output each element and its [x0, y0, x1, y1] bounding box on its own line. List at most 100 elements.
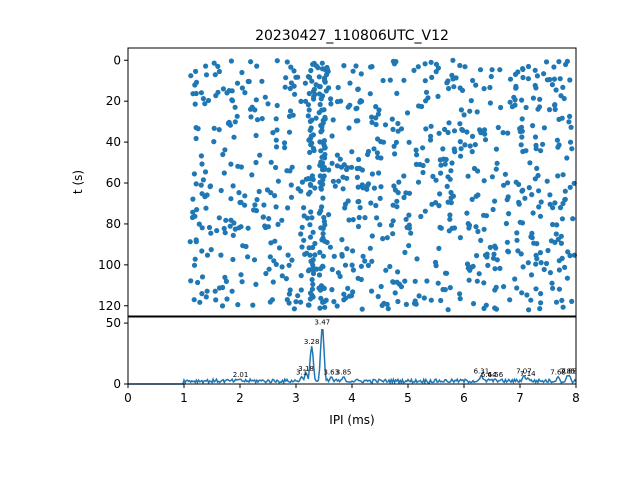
raster-point	[385, 306, 391, 312]
raster-point	[206, 224, 213, 231]
raster-point	[288, 182, 294, 188]
raster-point	[250, 302, 256, 308]
raster-point	[338, 164, 345, 170]
raster-point	[324, 66, 330, 72]
raster-point	[346, 217, 352, 223]
raster-point	[312, 91, 318, 97]
raster-point	[543, 59, 550, 65]
raster-point	[373, 104, 379, 110]
peak-label: 7.88	[561, 367, 577, 375]
raster-point	[367, 91, 373, 97]
raster-point	[504, 239, 510, 245]
raster-point	[222, 274, 228, 280]
raster-point	[199, 291, 205, 297]
raster-point	[544, 178, 550, 184]
raster-point	[478, 130, 484, 136]
raster-point	[376, 107, 382, 113]
raster-point	[265, 101, 271, 107]
raster-point	[533, 286, 539, 292]
raster-point	[196, 221, 202, 227]
raster-point	[518, 142, 524, 148]
raster-point	[451, 84, 457, 90]
raster-point	[319, 139, 325, 145]
raster-point	[464, 261, 471, 267]
raster-point	[291, 83, 297, 89]
raster-point	[307, 189, 313, 195]
raster-point	[519, 116, 525, 122]
raster-point	[437, 191, 443, 197]
raster-point	[423, 126, 429, 132]
raster-point	[470, 263, 476, 269]
raster-point	[442, 270, 449, 276]
raster-point	[481, 178, 487, 184]
raster-point	[321, 164, 327, 170]
raster-point	[281, 140, 288, 146]
histogram-x-tick-label: 3	[292, 391, 300, 405]
peak-label: 6.44	[481, 371, 497, 379]
raster-y-tick-label: 40	[106, 135, 121, 149]
raster-point	[229, 288, 235, 294]
raster-point	[556, 286, 563, 292]
raster-point	[311, 147, 317, 154]
raster-point	[375, 111, 381, 117]
raster-point	[458, 146, 464, 152]
raster-point	[464, 129, 470, 135]
raster-point	[326, 212, 332, 218]
raster-point	[418, 213, 424, 220]
raster-point	[467, 143, 473, 149]
raster-point	[495, 124, 501, 131]
raster-point	[512, 276, 518, 282]
raster-point	[442, 287, 448, 293]
raster-point	[329, 266, 335, 273]
raster-point	[239, 85, 245, 91]
raster-point	[279, 217, 285, 223]
raster-point	[493, 245, 499, 251]
raster-point	[369, 258, 375, 264]
raster-point	[530, 123, 536, 129]
raster-point	[538, 260, 544, 266]
raster-point	[305, 102, 311, 108]
raster-point	[540, 141, 546, 147]
raster-point	[519, 97, 525, 103]
raster-point	[279, 264, 285, 270]
raster-point	[274, 58, 280, 64]
raster-point	[537, 96, 543, 102]
raster-point	[275, 221, 281, 227]
raster-point	[317, 101, 323, 108]
raster-point	[267, 254, 273, 260]
raster-point	[192, 256, 198, 262]
raster-point	[301, 205, 307, 211]
raster-point	[310, 281, 316, 287]
raster-point	[559, 216, 566, 222]
raster-point	[401, 173, 407, 179]
raster-point	[268, 240, 274, 246]
raster-point	[331, 253, 337, 259]
raster-point	[231, 220, 237, 226]
raster-point	[567, 139, 574, 145]
raster-point	[286, 300, 292, 306]
histogram-x-tick-label: 5	[404, 391, 412, 405]
raster-point	[492, 266, 498, 272]
raster-point	[538, 300, 544, 306]
raster-point	[364, 186, 370, 192]
raster-point	[395, 128, 401, 134]
raster-point	[398, 284, 404, 290]
raster-point	[248, 114, 254, 120]
raster-point	[530, 95, 537, 101]
raster-point	[533, 261, 539, 267]
raster-point	[534, 256, 540, 262]
raster-point	[453, 75, 459, 81]
raster-point	[242, 90, 248, 96]
raster-point	[380, 236, 386, 242]
raster-point	[505, 249, 512, 255]
raster-point	[433, 177, 439, 183]
raster-point	[462, 64, 468, 70]
raster-point	[395, 190, 401, 196]
raster-point	[501, 182, 507, 188]
raster-point	[224, 296, 230, 302]
raster-point	[563, 61, 569, 68]
raster-point	[299, 224, 305, 230]
raster-point	[566, 119, 572, 125]
raster-point	[446, 85, 452, 92]
peak-label: 7.85	[560, 367, 576, 375]
